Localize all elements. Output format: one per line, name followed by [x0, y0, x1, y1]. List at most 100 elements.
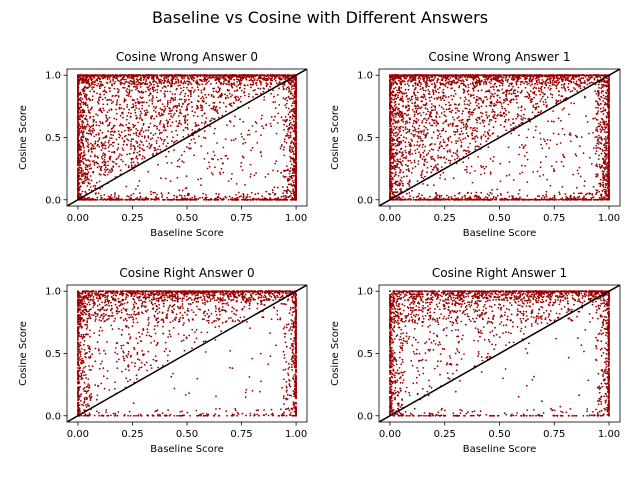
scatter-point — [86, 115, 88, 117]
scatter-point — [270, 123, 272, 125]
scatter-point — [271, 116, 273, 118]
scatter-point — [137, 130, 139, 132]
scatter-point — [85, 159, 87, 161]
scatter-point — [234, 90, 236, 92]
scatter-point — [595, 147, 597, 149]
scatter-point — [466, 132, 468, 134]
scatter-point — [277, 198, 279, 200]
scatter-point — [287, 180, 289, 182]
scatter-point — [150, 194, 152, 196]
scatter-point — [203, 199, 205, 201]
scatter-point — [292, 118, 294, 120]
scatter-point — [170, 100, 172, 102]
scatter-point — [175, 120, 177, 122]
scatter-point — [231, 173, 233, 175]
scatter-point — [154, 192, 156, 194]
scatter-point — [138, 74, 140, 76]
scatter-point — [183, 116, 185, 118]
scatter-point — [601, 196, 603, 198]
scatter-point — [118, 89, 120, 91]
scatter-point — [177, 79, 179, 81]
scatter-point — [193, 138, 195, 140]
scatter-point — [166, 197, 168, 199]
scatter-point — [79, 111, 81, 113]
scatter-point — [77, 111, 79, 113]
scatter-point — [153, 118, 155, 120]
scatter-point — [79, 148, 81, 150]
scatter-point — [172, 116, 174, 118]
scatter-point — [281, 146, 283, 148]
scatter-point — [114, 194, 116, 196]
scatter-point — [174, 99, 176, 101]
scatter-point — [586, 84, 588, 86]
scatter-point — [174, 97, 176, 99]
scatter-point — [181, 197, 183, 199]
scatter-point — [102, 158, 104, 160]
scatter-point — [290, 80, 292, 82]
scatter-point — [275, 80, 277, 82]
scatter-point — [476, 122, 478, 124]
scatter-point — [94, 154, 96, 156]
scatter-point — [153, 84, 155, 86]
scatter-point — [194, 111, 196, 113]
scatter-point — [98, 109, 100, 111]
scatter-point — [501, 89, 503, 91]
scatter-point — [251, 192, 253, 194]
scatter-point — [202, 100, 204, 102]
scatter-point — [288, 108, 290, 110]
scatter-point — [200, 184, 202, 186]
scatter-point — [82, 90, 84, 92]
scatter-point — [109, 117, 111, 119]
scatter-point — [293, 165, 295, 167]
scatter-point — [99, 93, 101, 95]
scatter-point — [471, 135, 473, 137]
scatter-point — [139, 150, 141, 152]
scatter-point — [138, 133, 140, 135]
scatter-point — [139, 154, 141, 156]
scatter-point — [139, 84, 141, 86]
scatter-point — [95, 74, 97, 76]
scatter-point — [90, 143, 92, 145]
scatter-point — [214, 166, 216, 168]
scatter-point — [182, 190, 184, 192]
scatter-point — [295, 189, 297, 191]
scatter-point — [101, 197, 103, 199]
scatter-point — [100, 195, 102, 197]
scatter-point — [260, 152, 262, 154]
scatter-point — [283, 75, 285, 77]
scatter-point — [163, 140, 165, 142]
scatter-point — [109, 122, 111, 124]
scatter-point — [184, 120, 186, 122]
scatter-point — [203, 98, 205, 100]
scatter-point — [159, 133, 161, 135]
scatter-point — [80, 106, 82, 108]
scatter-point — [605, 187, 607, 189]
scatter-point — [138, 135, 140, 137]
scatter-point — [88, 151, 90, 153]
scatter-point — [177, 166, 179, 168]
scatter-point — [211, 158, 213, 160]
scatter-point — [81, 78, 83, 80]
scatter-point — [85, 164, 87, 166]
scatter-point — [414, 115, 416, 117]
scatter-point — [87, 177, 89, 179]
scatter-point — [142, 155, 144, 157]
scatter-point — [161, 139, 163, 141]
scatter-point — [81, 142, 83, 144]
scatter-point — [212, 88, 214, 90]
scatter-point — [163, 111, 165, 113]
scatter-point — [117, 91, 119, 93]
scatter-point — [97, 140, 99, 142]
scatter-point — [181, 199, 183, 201]
scatter-point — [195, 199, 197, 201]
scatter-point — [77, 126, 79, 128]
x-tick-label: 0.25 — [121, 213, 143, 224]
scatter-point — [215, 108, 217, 110]
scatter-point — [90, 85, 92, 87]
scatter-point — [157, 83, 159, 85]
scatter-point — [102, 108, 104, 110]
scatter-point — [209, 125, 211, 127]
scatter-point — [545, 99, 547, 101]
scatter-point — [166, 136, 168, 138]
scatter-point — [294, 96, 296, 98]
